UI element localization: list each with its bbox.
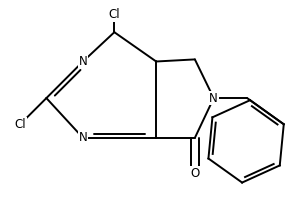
Text: Cl: Cl bbox=[14, 118, 26, 131]
Text: Cl: Cl bbox=[109, 8, 120, 21]
Text: O: O bbox=[190, 167, 199, 180]
Text: N: N bbox=[79, 55, 87, 68]
Text: N: N bbox=[209, 92, 218, 105]
Text: N: N bbox=[79, 131, 87, 144]
